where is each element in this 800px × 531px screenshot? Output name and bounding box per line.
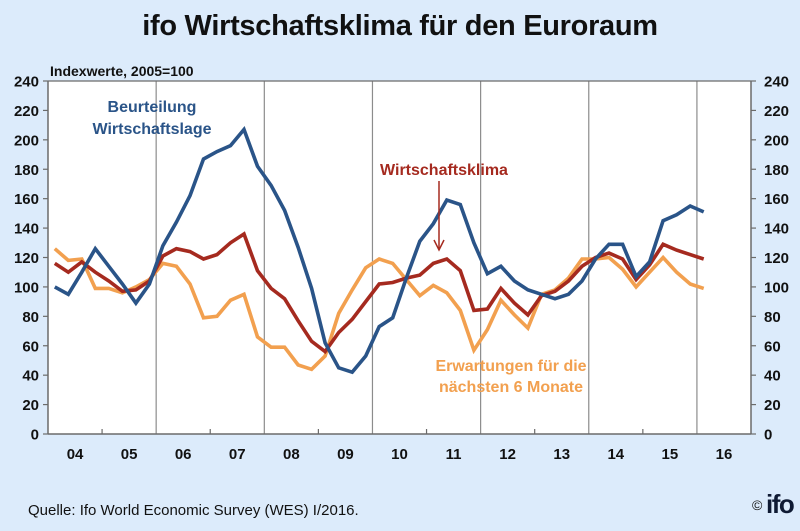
y-tick-label-right: 160 [764, 191, 789, 208]
y-tick-label-right: 60 [764, 338, 781, 355]
y-tick-label: 100 [14, 279, 39, 296]
plot-background [48, 81, 751, 434]
y-tick-label-right: 100 [764, 279, 789, 296]
x-tick-label: 11 [446, 446, 462, 463]
series-label-text: Beurteilung [108, 99, 197, 116]
series-labels: Beurteilung Wirtschaftslage Wirtschaftskli… [93, 99, 587, 396]
y-tick-label-right: 20 [764, 397, 781, 414]
x-tick-label: 07 [229, 446, 246, 463]
ifo-logo: ifo [766, 489, 795, 519]
series-label-text: nächsten 6 Monate [439, 379, 583, 396]
x-tick-label: 13 [553, 446, 570, 463]
y-tick-label: 160 [14, 191, 39, 208]
series-label-text: Erwartungen für die [435, 358, 586, 375]
y-tick-label: 60 [22, 338, 39, 355]
x-tick-label: 05 [121, 446, 138, 463]
y-tick-label-right: 140 [764, 221, 789, 238]
y-tick-label-right: 200 [764, 132, 789, 149]
x-tick-label: 04 [67, 446, 84, 463]
y-tick-label-right: 80 [764, 309, 781, 326]
x-axis: 04 05 06 07 08 09 10 11 12 13 14 15 16 [67, 429, 733, 463]
source-note: Quelle: Ifo World Economic Survey (WES) … [28, 502, 359, 519]
y-axis-left: 0 20 40 60 80 100 120 140 160 180 200 220 240 [14, 74, 48, 444]
x-tick-label: 12 [499, 446, 516, 463]
series-label-text: Wirtschaftsklima [380, 162, 508, 179]
y-tick-label-right: 240 [764, 74, 789, 91]
y-tick-label-right: 120 [764, 250, 789, 267]
y-tick-label: 0 [31, 427, 39, 444]
chart-title: ifo Wirtschaftsklima für den Euroraum [142, 10, 658, 42]
x-tick-label: 16 [716, 446, 733, 463]
y-tick-label-right: 180 [764, 162, 789, 179]
y-tick-label: 20 [22, 397, 39, 414]
series-lines [53, 125, 705, 375]
y-tick-label: 40 [22, 368, 39, 385]
x-tick-label: 08 [283, 446, 300, 463]
y-tick-label: 120 [14, 250, 39, 267]
x-tick-label: 10 [391, 446, 408, 463]
y-tick-label: 220 [14, 103, 39, 120]
y-tick-label: 200 [14, 132, 39, 149]
x-tick-label: 14 [607, 446, 624, 463]
y-tick-label-right: 40 [764, 368, 781, 385]
y-tick-label: 240 [14, 74, 39, 91]
copyright-symbol: © [752, 497, 763, 513]
y-tick-label: 180 [14, 162, 39, 179]
y-axis-right: 0 20 40 60 80 100 120 140 160 180 200 220 240 [751, 74, 789, 444]
annotation-arrow-head [433, 239, 445, 252]
y-tick-label: 80 [22, 309, 39, 326]
y-axis-unit-label: Indexwerte, 2005=100 [50, 63, 194, 79]
y-tick-label-right: 220 [764, 103, 789, 120]
y-tick-label-right: 0 [764, 427, 772, 444]
x-tick-label: 06 [175, 446, 192, 463]
series-line-beurteilung-wirtschaftslage [53, 125, 705, 375]
series-label-text: Wirtschaftslage [93, 121, 212, 138]
x-tick-label: 09 [337, 446, 354, 463]
y-tick-label: 140 [14, 221, 39, 238]
x-tick-label: 15 [662, 446, 679, 463]
